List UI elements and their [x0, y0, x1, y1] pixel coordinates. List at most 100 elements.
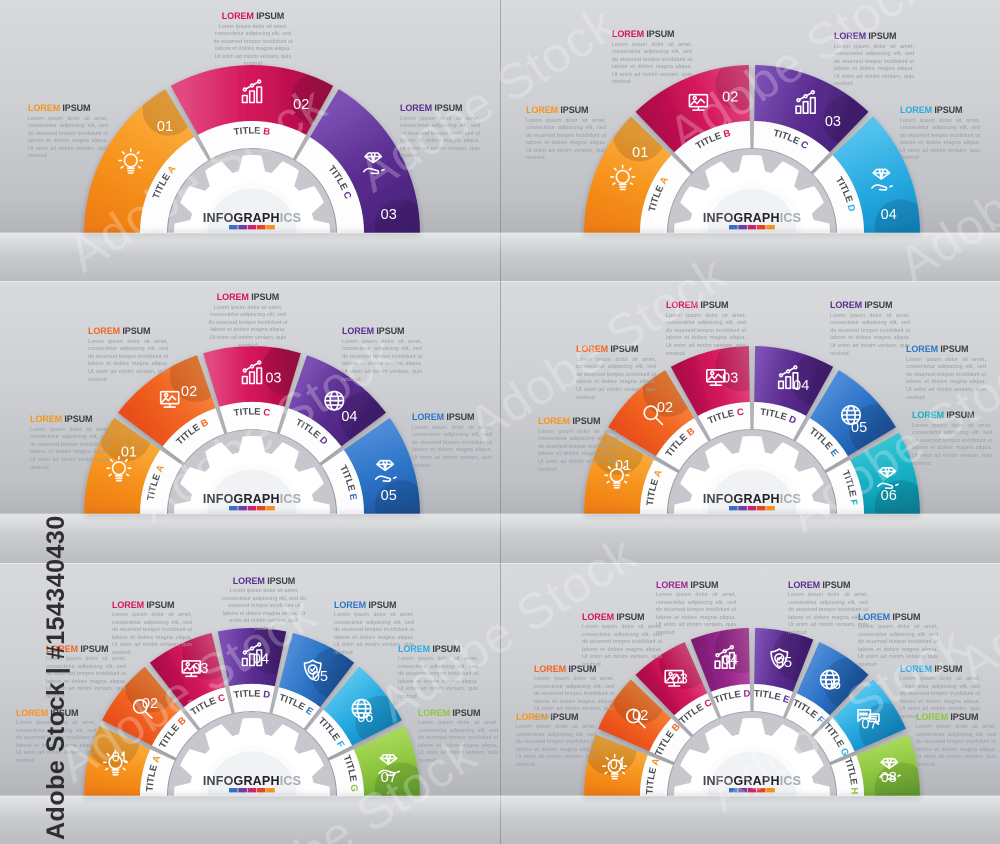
lorem-heading: LOREM IPSUM	[398, 643, 461, 654]
segment-number: 02	[142, 696, 158, 712]
lorem-block: LOREM IPSUM Lorem ipsum dolor sit amet, c…	[916, 711, 996, 770]
title-band	[140, 748, 175, 796]
lorem-heading: LOREM IPSUM	[916, 711, 979, 722]
title-band	[813, 155, 864, 233]
infographic-panel-7-segments: 01 02 03 04 05 06 07 TITLEA TITLEB TITLEC TITLE D TI…	[0, 562, 500, 844]
title-band	[795, 418, 848, 471]
globe-icon	[324, 390, 345, 411]
lightbulb-icon	[604, 463, 630, 489]
lorem-heading: LOREM IPSUM	[582, 611, 645, 622]
lorem-heading: LOREM IPSUM	[516, 711, 579, 722]
segment-number: 03	[265, 371, 281, 387]
lorem-heading: LOREM IPSUM	[88, 326, 151, 337]
lorem-body: Lorem ipsum dolor sit amet, consectetur …	[830, 312, 910, 357]
lorem-heading: LOREM IPSUM	[232, 575, 296, 586]
lorem-block: LOREM IPSUM Lorem ipsum dolor sit amet, c…	[400, 104, 480, 161]
title-band	[272, 686, 321, 729]
title-band	[279, 408, 342, 463]
logo-color-bar	[229, 506, 275, 511]
logo-color-bar	[729, 787, 775, 792]
lorem-body: Lorem ipsum dolor sit amet, consectetur …	[398, 656, 478, 700]
title-band	[329, 748, 364, 796]
lorem-heading: LOREM IPSUM	[216, 292, 280, 303]
title-band	[197, 120, 307, 159]
title-band	[697, 402, 751, 440]
title-band	[295, 137, 364, 233]
title-band	[753, 121, 830, 172]
lorem-heading: LOREM IPSUM	[912, 410, 975, 421]
lorem-block: LOREM IPSUM Lorem ipsum dolor sit amet, c…	[398, 643, 478, 702]
infographic-panel-5-segments: 01 02 03 04 05 TITLEA TITLEB TITLE C TITLED TITLE E…	[0, 281, 500, 563]
lorem-heading: LOREM IPSUM	[30, 414, 93, 425]
segment-number: 04	[881, 207, 897, 223]
lorem-block: LOREM IPSUM Lorem ipsum dolor sit amet, c…	[88, 327, 168, 384]
hand-diamond-icon	[879, 757, 901, 780]
segment-number: 02	[722, 90, 738, 106]
lorem-body: Lorem ipsum dolor sit amet, consectetur …	[858, 624, 938, 668]
bar-chart-icon	[241, 79, 263, 104]
lorem-heading: LOREM IPSUM	[412, 412, 475, 423]
lorem-block: LOREM IPSUM Lorem ipsum dolor sit amet, c…	[46, 643, 126, 702]
lorem-heading: LOREM IPSUM	[666, 300, 729, 311]
lorem-heading: LOREM IPSUM	[342, 326, 405, 337]
lorem-body: Lorem ipsum dolor sit amet, consectetur …	[112, 612, 192, 656]
lorem-block: LOREM IPSUM Lorem ipsum dolor sit amet, c…	[612, 30, 692, 87]
logo-color-bar	[729, 225, 775, 230]
segment-number: 03	[825, 114, 841, 130]
lorem-heading: LOREM IPSUM	[534, 663, 597, 674]
lorem-block: LOREM IPSUM Lorem ipsum dolor sit amet, c…	[900, 106, 980, 163]
lorem-block: LOREM IPSUM Lorem ipsum dolor sit amet, c…	[516, 711, 596, 770]
infographic-panel-8-segments: 01 02 03 04 05 06 07 08 TITLEA TITLEB TITLEC TITLE D…	[500, 562, 1000, 844]
lorem-body: Lorem ipsum dolor sit amet, consectetur …	[516, 724, 596, 768]
lorem-block: LOREM IPSUM Lorem ipsum dolor sit amet, c…	[666, 301, 746, 358]
lorem-heading: LOREM IPSUM	[830, 300, 893, 311]
lorem-heading: LOREM IPSUM	[334, 599, 397, 610]
lorem-block: LOREM IPSUM Lorem ipsum dolor sit amet, c…	[334, 599, 414, 658]
lorem-body: Lorem ipsum dolor sit amet, consectetur …	[46, 656, 126, 700]
lorem-heading: LOREM IPSUM	[418, 707, 481, 718]
segment-number: 01	[632, 145, 648, 161]
lorem-body: Lorem ipsum dolor sit amet, consectetur …	[213, 23, 293, 68]
lorem-body: Lorem ipsum dolor sit amet, consectetur …	[612, 41, 692, 86]
monitor-icon	[664, 669, 684, 687]
hand-diamond-icon	[871, 168, 893, 191]
lorem-block: LOREM IPSUM Lorem ipsum dolor sit amet, c…	[906, 345, 986, 402]
lorem-block: LOREM IPSUM Lorem ipsum dolor sit amet, c…	[576, 345, 656, 402]
hand-diamond-icon	[877, 467, 899, 490]
bar-chart-icon	[795, 89, 816, 114]
lorem-block: LOREM IPSUM Lorem ipsum dolor sit amet, c…	[222, 575, 306, 634]
lorem-heading: LOREM IPSUM	[900, 663, 963, 674]
lorem-block: LOREM IPSUM Lorem ipsum dolor sit amet, c…	[834, 32, 914, 89]
globe-icon	[841, 405, 861, 426]
magnifier-icon	[626, 708, 646, 728]
lightbulb-icon	[102, 749, 129, 776]
lorem-block: LOREM IPSUM Lorem ipsum dolor sit amet, c…	[213, 12, 293, 69]
lorem-block: LOREM IPSUM Lorem ipsum dolor sit amet, c…	[858, 611, 938, 670]
segment-number: 07	[381, 769, 397, 785]
lorem-body: Lorem ipsum dolor sit amet, consectetur …	[16, 720, 96, 764]
lorem-block: LOREM IPSUM Lorem ipsum dolor sit amet, c…	[534, 663, 614, 722]
lorem-heading: LOREM IPSUM	[46, 643, 109, 654]
title-band	[306, 709, 352, 758]
chat-icon	[857, 708, 880, 725]
lorem-block: LOREM IPSUM Lorem ipsum dolor sit amet, c…	[538, 417, 618, 474]
lorem-body: Lorem ipsum dolor sit amet, consectetur …	[666, 312, 746, 357]
lorem-body: Lorem ipsum dolor sit amet, consectetur …	[222, 588, 306, 632]
lorem-heading: LOREM IPSUM	[788, 579, 851, 590]
title-band	[753, 402, 807, 440]
monitor-icon	[706, 369, 726, 387]
lorem-heading: LOREM IPSUM	[858, 611, 921, 622]
lorem-body: Lorem ipsum dolor sit amet, consectetur …	[342, 338, 422, 383]
lorem-body: Lorem ipsum dolor sit amet, consectetur …	[534, 676, 614, 720]
segment-number: 02	[293, 97, 309, 113]
bar-chart-icon	[714, 644, 735, 669]
